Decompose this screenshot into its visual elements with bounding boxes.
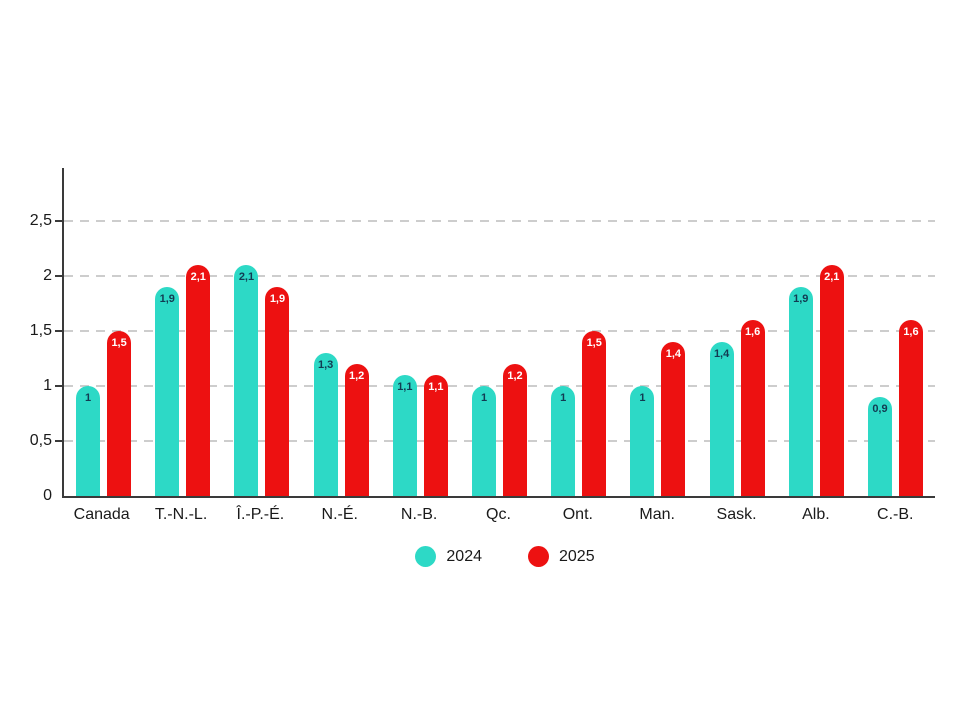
plot-area: 0 0,5 1 1,5 2 2,5 1 1,5 1,9 2,1 2,1 1,9 1,3 1,2 1,1 1,… <box>30 168 935 504</box>
legend-dot-2024 <box>415 546 437 567</box>
y-tick-label: 2,5 <box>29 212 52 229</box>
bar-2025-Ont.: 1,5 <box>582 331 607 496</box>
x-axis-label-Qc.: Qc. <box>486 506 511 523</box>
legend-label-2024: 2024 <box>446 547 482 565</box>
y-tick-2 <box>55 275 64 277</box>
bar-2024-Î.-P.-É.: 2,1 <box>234 265 259 496</box>
bar-value-label: 1,6 <box>903 326 919 338</box>
bar-2024-Ont.: 1 <box>551 386 576 496</box>
x-axis-label-N.-B.: N.-B. <box>400 506 438 523</box>
gridline-2 <box>64 275 935 277</box>
bar-2024-N.-É.: 1,3 <box>313 353 338 496</box>
bar-2025-T.-N.-L.: 2,1 <box>186 265 211 496</box>
x-axis-label-Man.: Man. <box>639 506 675 523</box>
bar-group-C.-B.: 0,9 1,6 <box>856 168 935 496</box>
bar-2025-Sask.: 1,6 <box>740 320 765 496</box>
x-axis-label-Alb.: Alb. <box>802 506 830 523</box>
bar-group-Alb.: 1,9 2,1 <box>777 168 856 496</box>
bar-value-label: 2,1 <box>238 271 255 283</box>
bar-value-label: 1,5 <box>586 337 602 349</box>
y-tick-label: 0 <box>43 487 52 504</box>
bar-2025-C.-B.: 1,6 <box>898 320 923 496</box>
bar-value-label: 1,2 <box>349 370 365 382</box>
y-tick-2,5 <box>55 220 64 222</box>
bar-group-N.-É.: 1,3 1,2 <box>302 168 381 496</box>
bar-value-label: 0,9 <box>872 403 888 415</box>
bar-2025-Man.: 1,4 <box>661 342 686 496</box>
bar-value-label: 1,6 <box>744 326 761 338</box>
bar-value-label: 1,4 <box>713 348 730 360</box>
bar-group-Sask.: 1,4 1,6 <box>698 168 777 496</box>
y-tick-label: 1 <box>43 377 52 394</box>
y-tick-0,5 <box>55 440 64 442</box>
bar-2025-N.-É.: 1,2 <box>344 364 369 496</box>
bar-value-label: 1,9 <box>269 293 286 305</box>
x-axis-label-C.-B.: C.-B. <box>877 506 914 523</box>
y-tick-label: 0,5 <box>29 432 52 449</box>
bar-value-label: 2,1 <box>824 271 840 283</box>
bar-value-label: 1 <box>560 392 567 404</box>
bar-2024-T.-N.-L.: 1,9 <box>155 287 180 496</box>
bar-2025-N.-B.: 1,1 <box>423 375 448 496</box>
bar-value-label: 1,5 <box>111 337 127 349</box>
bar-group-Î.-P.-É.: 2,1 1,9 <box>222 168 301 496</box>
x-axis-label-T.-N.-L.: T.-N.-L. <box>154 506 208 523</box>
bar-2024-Qc.: 1 <box>472 386 497 496</box>
bar-2025-Î.-P.-É.: 1,9 <box>265 287 290 496</box>
bar-group-Ont.: 1 1,5 <box>539 168 618 496</box>
gridline-1 <box>64 385 935 387</box>
bar-2024-Sask.: 1,4 <box>709 342 734 496</box>
legend-item-2024: 2024 <box>415 546 482 567</box>
bars-layer: 1 1,5 1,9 2,1 2,1 1,9 1,3 1,2 1,1 1,1 1 1,2 1 1,5 1 1,4… <box>64 168 935 496</box>
x-axis-label-Ont.: Ont. <box>562 506 593 523</box>
bar-2024-C.-B.: 0,9 <box>867 397 892 496</box>
bar-2025-Qc.: 1,2 <box>503 364 528 496</box>
legend-label-2025: 2025 <box>559 547 595 565</box>
bar-value-label: 1,2 <box>507 370 523 382</box>
bar-value-label: 1,1 <box>428 381 444 393</box>
bar-value-label: 1 <box>639 392 646 404</box>
legend-item-2025: 2025 <box>528 546 595 567</box>
bar-group-Qc.: 1 1,2 <box>460 168 539 496</box>
x-axis-label-N.-É.: N.-É. <box>321 506 358 523</box>
bar-2024-N.-B.: 1,1 <box>392 375 417 496</box>
bar-value-label: 1,1 <box>397 381 413 393</box>
y-tick-label: 1,5 <box>29 322 52 339</box>
gridline-2,5 <box>64 220 935 222</box>
bar-2025-Canada: 1,5 <box>107 331 132 496</box>
gridline-0,5 <box>64 440 935 442</box>
bar-2025-Alb.: 2,1 <box>819 265 844 496</box>
gridline-1,5 <box>64 330 935 332</box>
x-axis-labels: Canada T.-N.-L. Î.-P.-É. N.-É. N.-B. Qc. Ont. M… <box>62 506 935 530</box>
bar-2024-Alb.: 1,9 <box>788 287 813 496</box>
x-axis-label-Î.-P.-É.: Î.-P.-É. <box>236 506 285 523</box>
bar-group-Man.: 1 1,4 <box>618 168 697 496</box>
bar-value-label: 1,4 <box>665 348 682 360</box>
bar-value-label: 1,3 <box>318 359 334 371</box>
legend: 2024 2025 <box>0 546 960 567</box>
bar-value-label: 1 <box>480 392 488 404</box>
x-axis-label-Canada: Canada <box>73 506 130 523</box>
bar-group-T.-N.-L.: 1,9 2,1 <box>143 168 222 496</box>
x-axis-label-Sask.: Sask. <box>716 506 757 523</box>
y-tick-1 <box>55 385 64 387</box>
bar-2024-Man.: 1 <box>630 386 655 496</box>
bar-value-label: 1,9 <box>159 293 175 305</box>
bar-group-N.-B.: 1,1 1,1 <box>381 168 460 496</box>
bar-value-label: 1 <box>85 392 92 404</box>
y-tick-label: 2 <box>43 267 52 284</box>
bar-2024-Canada: 1 <box>76 386 101 496</box>
bar-value-label: 2,1 <box>190 271 206 283</box>
bar-group-Canada: 1 1,5 <box>64 168 143 496</box>
y-tick-1,5 <box>55 330 64 332</box>
bar-value-label: 1,9 <box>793 293 809 305</box>
legend-dot-2025 <box>528 546 549 567</box>
